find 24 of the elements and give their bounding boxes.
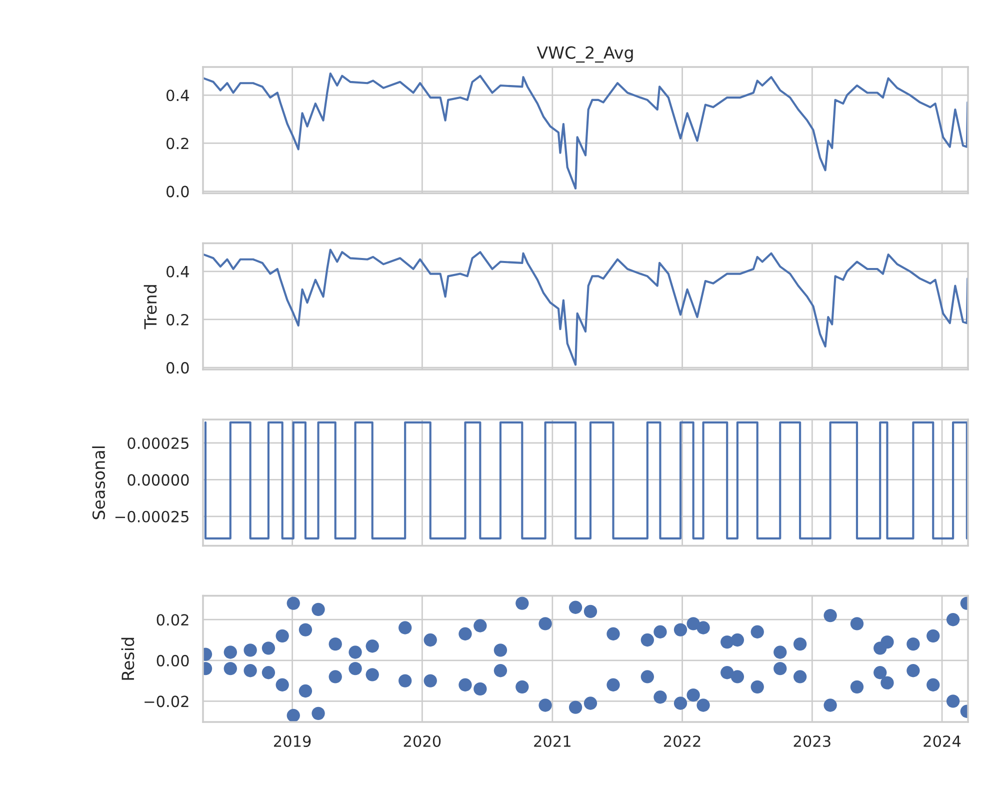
x-tick-label: 2019 (274, 735, 311, 748)
y-tick-label: −0.00025 (115, 510, 188, 522)
y-tick-label: 0.2 (166, 314, 188, 326)
y-tick-label: 0.00025 (128, 437, 188, 450)
line-series (203, 248, 968, 366)
y-tick-label: 0.4 (166, 266, 189, 278)
x-tick-label: 2022 (664, 735, 700, 748)
y-tick-label: 0.00000 (128, 474, 189, 486)
line-series (203, 72, 968, 190)
y-axis-title: Resid (121, 638, 134, 680)
x-tick-label: 2020 (404, 735, 441, 748)
chart-title: VWC_2_Avg (536, 46, 633, 63)
y-tick-label: 0.00 (156, 654, 189, 666)
y-tick-label: 0.0 (166, 186, 189, 198)
x-tick-label: 2023 (794, 735, 830, 748)
y-tick-label: −0.02 (144, 696, 188, 708)
y-axis-title: Trend (144, 285, 157, 330)
y-tick-label: 0.4 (166, 90, 189, 102)
y-tick-label: 0.02 (156, 614, 188, 626)
x-tick-label: 2024 (924, 735, 961, 748)
y-axis-title: Seasonal (92, 446, 106, 520)
y-tick-label: 0.2 (166, 138, 188, 150)
y-tick-label: 0.0 (166, 362, 189, 374)
x-tick-label: 2021 (534, 735, 570, 748)
